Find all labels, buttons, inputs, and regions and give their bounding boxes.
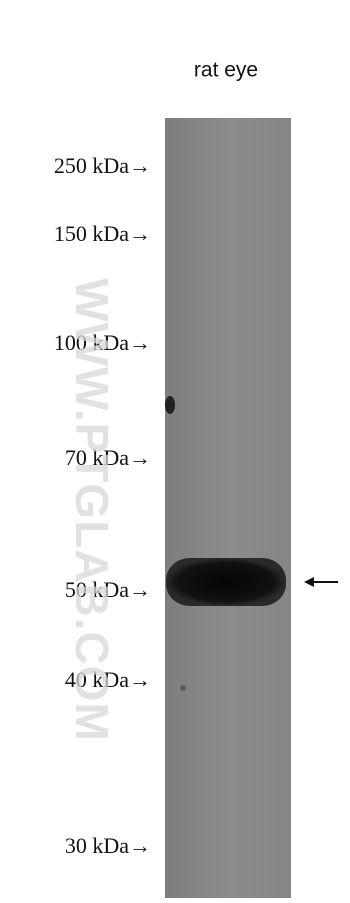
marker-label: 40 kDa→ xyxy=(65,667,151,692)
marker-label: 30 kDa→ xyxy=(65,833,151,858)
marker-label: 70 kDa→ xyxy=(65,445,151,470)
marker-label: 100 kDa→ xyxy=(54,330,151,355)
marker-label: 150 kDa→ xyxy=(54,221,151,246)
lane-label: rat eye xyxy=(194,59,258,82)
blot-lane xyxy=(165,118,291,898)
edge-spot xyxy=(165,396,175,414)
spot xyxy=(180,685,186,691)
band-arrow xyxy=(304,577,338,587)
marker-label: 250 kDa→ xyxy=(54,153,151,178)
watermark: WWW.PTGLAB.COM xyxy=(66,278,118,742)
marker-label: 50 kDa→ xyxy=(65,577,151,602)
protein-band xyxy=(166,558,286,606)
